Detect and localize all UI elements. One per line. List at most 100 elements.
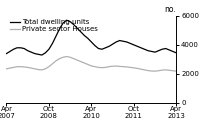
Total dwelling units	[168, 49, 170, 51]
Total dwelling units	[83, 35, 86, 36]
Total dwelling units	[19, 47, 22, 49]
Private sector Houses	[87, 64, 89, 65]
Total dwelling units	[16, 47, 18, 49]
Private sector Houses	[12, 67, 15, 68]
Total dwelling units	[132, 44, 135, 46]
Total dwelling units	[115, 41, 117, 43]
Private sector Houses	[168, 69, 170, 71]
Private sector Houses	[5, 68, 8, 70]
Total dwelling units	[37, 54, 40, 55]
Private sector Houses	[76, 59, 78, 61]
Private sector Houses	[150, 70, 153, 72]
Total dwelling units	[122, 40, 124, 42]
Line: Total dwelling units: Total dwelling units	[6, 20, 176, 55]
Total dwelling units	[48, 48, 50, 50]
Legend: Total dwelling units, Private sector Houses: Total dwelling units, Private sector Hou…	[10, 19, 98, 32]
Private sector Houses	[94, 66, 96, 67]
Total dwelling units	[76, 27, 78, 29]
Private sector Houses	[23, 66, 25, 68]
Private sector Houses	[136, 68, 139, 69]
Total dwelling units	[87, 37, 89, 39]
Private sector Houses	[72, 58, 75, 59]
Private sector Houses	[58, 58, 61, 59]
Private sector Houses	[34, 68, 36, 70]
Private sector Houses	[26, 67, 29, 68]
Total dwelling units	[126, 41, 128, 43]
Private sector Houses	[111, 65, 114, 67]
Private sector Houses	[62, 56, 64, 58]
Total dwelling units	[44, 52, 47, 54]
Private sector Houses	[48, 66, 50, 67]
Private sector Houses	[147, 70, 149, 71]
Private sector Houses	[9, 67, 11, 69]
Total dwelling units	[58, 28, 61, 30]
Private sector Houses	[30, 67, 32, 69]
Total dwelling units	[111, 43, 114, 45]
Private sector Houses	[69, 56, 71, 58]
Total dwelling units	[26, 50, 29, 51]
Line: Private sector Houses: Private sector Houses	[6, 56, 176, 71]
Total dwelling units	[80, 31, 82, 33]
Total dwelling units	[94, 45, 96, 46]
Total dwelling units	[118, 40, 121, 41]
Total dwelling units	[129, 43, 132, 44]
Private sector Houses	[129, 67, 132, 68]
Private sector Houses	[108, 66, 110, 67]
Private sector Houses	[164, 69, 167, 71]
Total dwelling units	[104, 47, 107, 49]
Total dwelling units	[9, 51, 11, 52]
Private sector Houses	[172, 70, 174, 72]
Private sector Houses	[90, 65, 93, 67]
Total dwelling units	[69, 21, 71, 22]
Private sector Houses	[44, 68, 47, 70]
Total dwelling units	[62, 22, 64, 24]
Total dwelling units	[12, 48, 15, 50]
Private sector Houses	[126, 66, 128, 68]
Private sector Houses	[51, 63, 54, 65]
Private sector Houses	[104, 67, 107, 68]
Total dwelling units	[108, 46, 110, 47]
Total dwelling units	[41, 54, 43, 56]
Private sector Houses	[118, 66, 121, 67]
Private sector Houses	[132, 67, 135, 69]
Private sector Houses	[161, 69, 163, 71]
Private sector Houses	[157, 70, 160, 72]
Total dwelling units	[30, 51, 32, 53]
Total dwelling units	[34, 53, 36, 54]
Private sector Houses	[143, 69, 146, 71]
Total dwelling units	[101, 48, 103, 50]
Total dwelling units	[154, 51, 156, 53]
Private sector Houses	[37, 69, 40, 70]
Total dwelling units	[143, 48, 146, 50]
Total dwelling units	[172, 51, 174, 52]
Total dwelling units	[72, 24, 75, 25]
Private sector Houses	[83, 62, 86, 64]
Private sector Houses	[101, 67, 103, 69]
Total dwelling units	[161, 48, 163, 50]
Private sector Houses	[41, 69, 43, 71]
Total dwelling units	[90, 41, 93, 43]
Total dwelling units	[150, 51, 153, 52]
Total dwelling units	[175, 52, 178, 54]
Total dwelling units	[5, 53, 8, 54]
Total dwelling units	[140, 47, 142, 49]
Private sector Houses	[154, 70, 156, 72]
Private sector Houses	[140, 68, 142, 70]
Total dwelling units	[65, 19, 68, 21]
Private sector Houses	[115, 65, 117, 67]
Total dwelling units	[97, 48, 100, 49]
Total dwelling units	[23, 48, 25, 49]
Private sector Houses	[97, 67, 100, 68]
Private sector Houses	[65, 56, 68, 57]
Total dwelling units	[147, 50, 149, 51]
Total dwelling units	[55, 35, 57, 37]
Total dwelling units	[51, 43, 54, 44]
Private sector Houses	[55, 60, 57, 62]
Private sector Houses	[122, 66, 124, 67]
Text: no.: no.	[164, 5, 176, 14]
Total dwelling units	[136, 46, 139, 47]
Private sector Houses	[16, 66, 18, 67]
Private sector Houses	[175, 70, 178, 72]
Total dwelling units	[157, 50, 160, 51]
Total dwelling units	[164, 48, 167, 49]
